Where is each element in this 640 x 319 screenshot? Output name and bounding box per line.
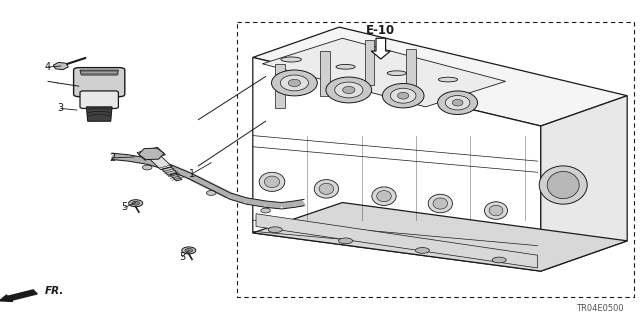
Text: 5: 5	[122, 202, 128, 212]
Ellipse shape	[281, 57, 301, 62]
Ellipse shape	[342, 86, 355, 93]
Polygon shape	[227, 193, 250, 204]
Polygon shape	[262, 38, 506, 107]
Ellipse shape	[377, 191, 391, 202]
FancyBboxPatch shape	[74, 68, 125, 97]
Ellipse shape	[452, 100, 463, 106]
Polygon shape	[541, 96, 627, 271]
Polygon shape	[365, 40, 374, 85]
Ellipse shape	[319, 183, 333, 194]
Text: 5: 5	[179, 252, 186, 262]
Polygon shape	[207, 184, 235, 198]
Polygon shape	[166, 165, 193, 178]
Polygon shape	[253, 203, 627, 271]
Text: 4: 4	[45, 62, 51, 72]
Ellipse shape	[143, 165, 152, 170]
Polygon shape	[280, 201, 296, 209]
Polygon shape	[150, 156, 172, 170]
Ellipse shape	[397, 92, 409, 99]
Ellipse shape	[268, 227, 282, 233]
Ellipse shape	[264, 176, 280, 188]
Circle shape	[185, 249, 193, 252]
FancyArrow shape	[371, 38, 390, 59]
Polygon shape	[406, 49, 416, 94]
Ellipse shape	[390, 88, 416, 103]
Ellipse shape	[206, 191, 216, 195]
Polygon shape	[144, 158, 173, 170]
Ellipse shape	[261, 208, 270, 213]
Ellipse shape	[387, 71, 406, 76]
Polygon shape	[292, 200, 306, 207]
Ellipse shape	[492, 257, 506, 263]
Text: E-10: E-10	[366, 24, 396, 37]
Ellipse shape	[489, 205, 503, 216]
Polygon shape	[244, 198, 268, 207]
Ellipse shape	[415, 248, 429, 253]
Polygon shape	[111, 153, 129, 161]
Ellipse shape	[540, 166, 588, 204]
Polygon shape	[264, 201, 283, 209]
Ellipse shape	[314, 180, 339, 198]
Ellipse shape	[280, 75, 308, 91]
Polygon shape	[162, 167, 177, 175]
Ellipse shape	[484, 202, 508, 219]
Circle shape	[132, 201, 140, 205]
Circle shape	[129, 200, 143, 207]
Polygon shape	[320, 51, 330, 96]
Ellipse shape	[339, 238, 353, 244]
FancyArrow shape	[0, 290, 37, 301]
Text: 2: 2	[109, 153, 115, 163]
Polygon shape	[137, 147, 165, 160]
Text: FR.: FR.	[45, 286, 64, 296]
Circle shape	[182, 247, 196, 254]
Polygon shape	[256, 214, 538, 268]
Ellipse shape	[438, 91, 477, 115]
Polygon shape	[126, 155, 149, 164]
Ellipse shape	[445, 95, 470, 110]
Ellipse shape	[433, 198, 447, 209]
Polygon shape	[253, 27, 627, 126]
Text: 1: 1	[189, 169, 195, 179]
Polygon shape	[184, 173, 216, 189]
Polygon shape	[86, 107, 112, 121]
Ellipse shape	[259, 172, 285, 191]
Polygon shape	[275, 64, 285, 108]
Polygon shape	[170, 174, 182, 181]
Ellipse shape	[288, 79, 301, 86]
Ellipse shape	[428, 194, 452, 213]
Text: 3: 3	[58, 103, 64, 114]
Ellipse shape	[438, 77, 458, 82]
Ellipse shape	[271, 70, 317, 96]
Polygon shape	[80, 70, 118, 75]
Ellipse shape	[335, 82, 363, 98]
Ellipse shape	[383, 84, 424, 108]
Polygon shape	[253, 57, 541, 271]
Text: TR04E0500: TR04E0500	[577, 304, 624, 313]
Ellipse shape	[372, 187, 396, 205]
Ellipse shape	[547, 172, 579, 198]
FancyBboxPatch shape	[80, 91, 118, 108]
Ellipse shape	[336, 64, 355, 69]
Ellipse shape	[326, 77, 372, 103]
